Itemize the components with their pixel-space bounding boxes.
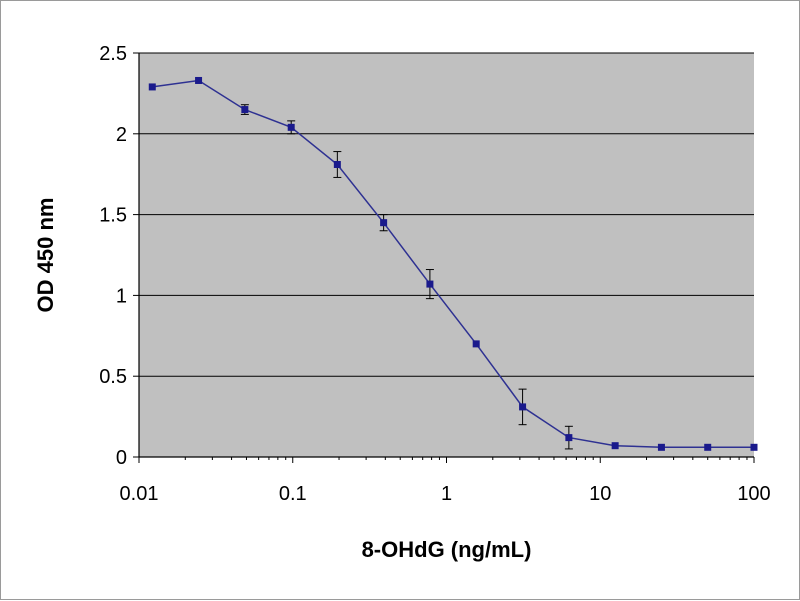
data-point [241, 106, 249, 114]
data-point [611, 442, 619, 450]
y-tick-label: 1.5 [99, 205, 127, 227]
gridlines [133, 52, 754, 458]
axes [138, 53, 755, 463]
y-tick-labels: 0 0.5 1 1.5 2 2.5 [99, 43, 127, 469]
data-point [380, 219, 388, 227]
data-points [148, 76, 758, 451]
data-point [333, 161, 341, 169]
y-tick-label: 1 [116, 285, 127, 307]
series-line [152, 79, 754, 449]
data-point [750, 443, 758, 451]
x-tick-label: 0.1 [279, 483, 307, 505]
x-tick-label: 0.01 [120, 483, 159, 505]
data-point [657, 443, 665, 451]
x-axis-title: 8-OHdG (ng/mL) [362, 537, 532, 562]
x-tick-label: 1 [441, 483, 452, 505]
y-axis-title: OD 450 nm [33, 198, 58, 313]
data-point [472, 340, 480, 348]
data-point [148, 83, 156, 91]
plot-area [139, 53, 754, 457]
y-tick-label: 2.5 [99, 43, 127, 65]
y-tick-label: 2 [116, 124, 127, 146]
x-tick-labels: 0.01 0.1 1 10 100 [120, 483, 771, 505]
data-point [519, 403, 527, 411]
data-point [565, 434, 573, 442]
x-tick-label: 10 [589, 483, 611, 505]
data-point [426, 280, 434, 288]
data-point [287, 123, 295, 131]
data-point [195, 76, 203, 84]
data-point [704, 443, 712, 451]
y-tick-label: 0.5 [99, 366, 127, 388]
x-tick-label: 100 [737, 483, 770, 505]
y-tick-label: 0 [116, 447, 127, 469]
